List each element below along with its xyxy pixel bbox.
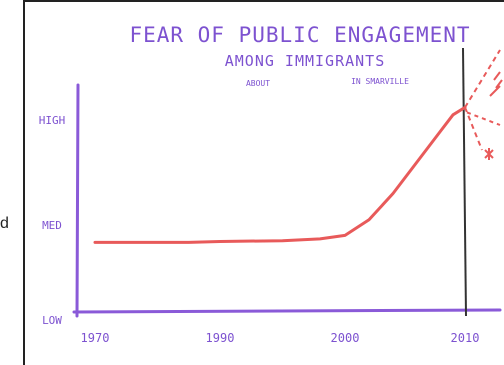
x-tick-label: 2000 [331,331,360,345]
edge-text: d [0,215,9,232]
y-tick-label: LOW [42,314,62,327]
chart-title: FEAR OF PUBLIC ENGAGEMENT [129,23,470,47]
asterisk-mark [484,148,494,160]
y-tick-label: MED [42,219,62,232]
x-axis [72,308,502,314]
projection-up [464,49,501,108]
y-tick-label: HIGH [39,114,66,127]
y-axis [75,83,80,318]
chart-subtitle: AMONG IMMIGRANTS [225,52,386,70]
projection-mid [466,111,501,126]
series-line [93,105,467,244]
subtitle-note-left: ABOUT [246,79,270,88]
projection-down [464,107,483,151]
x-tick-label: 1970 [81,331,110,345]
x-tick-label: 2010 [451,331,480,345]
subtitle-note-right: IN SMARVILLE [351,77,409,86]
chart-frame [23,0,504,365]
marker-line-2010 [462,47,467,317]
edge-scribble [489,71,503,97]
x-tick-label: 1990 [206,331,235,345]
